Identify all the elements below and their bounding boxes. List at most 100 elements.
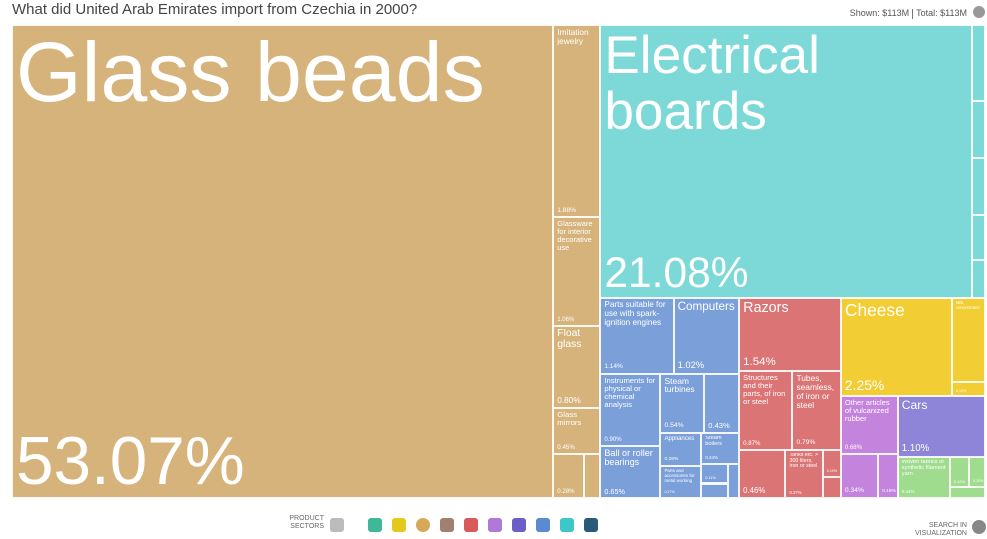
sector: Glass beads 53.07% Imitation jewelry 1.88% G…: [12, 25, 601, 498]
tile: Instruments for physical or chemical ana…: [600, 373, 661, 446]
tile-value: 0.10%: [826, 469, 838, 474]
tile: [972, 157, 985, 215]
search-button[interactable]: [972, 520, 986, 534]
tile-label: Glass mirrors: [557, 410, 582, 428]
tile-label: Tubes, seamless, of iron or steel: [796, 374, 835, 410]
tile-value: 1.54%: [743, 355, 776, 368]
tile-value: 1.06%: [557, 317, 575, 323]
tile-value: 0.65%: [604, 486, 625, 496]
info-button[interactable]: [973, 6, 985, 18]
tile: Glass mirrors 0.45%: [553, 407, 601, 454]
tile-value: 1.88%: [557, 206, 577, 214]
tile-value: 0.46%: [743, 486, 766, 496]
tile-label: Appliances: [664, 436, 695, 442]
tile-value: 0.18%: [882, 489, 897, 495]
tile-value: 0.34%: [844, 487, 865, 495]
tile: Glassware for interior decorative use 1.0…: [553, 217, 601, 326]
sector: Cars 1.10%: [897, 396, 985, 458]
icon-transport[interactable]: [512, 518, 526, 532]
tile-label: Imitation jewelry: [557, 28, 589, 46]
tile: Computers 1.02%: [673, 298, 740, 374]
tile-value: 0.10%: [955, 388, 967, 393]
tile: Structures and their parts, of iron or s…: [739, 371, 793, 451]
tile-value: 0.24%: [705, 455, 719, 461]
tile: 0.28%: [553, 453, 584, 498]
tile: Glass beads 53.07%: [12, 25, 554, 498]
tile: [701, 483, 728, 498]
tile-label: Parts suitable for use with spark-igniti…: [604, 301, 666, 327]
tile-value: 0.79%: [796, 439, 816, 447]
tile: 0.11%: [701, 463, 728, 484]
treemap: Glass beads 53.07% Imitation jewelry 1.88% G…: [12, 25, 985, 498]
tile-value: 0.43%: [708, 421, 730, 431]
tile-label: Steam boilers: [705, 436, 722, 447]
icon-minerals[interactable]: [440, 518, 454, 532]
tile-value: 1.02%: [677, 360, 705, 371]
icon-electronics[interactable]: [560, 518, 574, 532]
tile-label: Woven fabrics of synthetic filament yarn: [901, 460, 946, 477]
tile: [727, 463, 740, 498]
icon-all[interactable]: [330, 518, 344, 532]
icon-textiles[interactable]: [368, 518, 382, 532]
tile-label: Float glass: [557, 329, 582, 350]
tile-value: 0.37%: [789, 489, 802, 495]
total-value: Total: $113M: [916, 8, 967, 18]
tile-value: 53.07%: [16, 423, 245, 498]
tile-label: Glassware for interior decorative use: [557, 220, 593, 252]
tile: Appliances 0.28%: [660, 433, 702, 467]
tile: Imitation jewelry 1.88%: [553, 25, 601, 218]
tile-value: 21.08%: [604, 249, 749, 297]
tile-label: Cars: [901, 399, 928, 412]
tile-value: 0.68%: [844, 444, 862, 451]
tile-value: 0.28%: [664, 457, 679, 463]
tile-value: 0.11%: [705, 475, 716, 480]
tile-label: Structures and their parts, of iron or s…: [743, 374, 786, 407]
tile: 0.18%: [878, 453, 898, 498]
tile: Cars 1.10%: [897, 396, 985, 458]
tile-label: Ball or roller bearings: [604, 448, 653, 468]
tile-label: Electrical boards: [604, 28, 820, 140]
tile: 0.10%: [822, 450, 841, 477]
tile: Cheese 2.25%: [840, 298, 952, 397]
tile-value: 0.12%: [953, 479, 965, 485]
tile-label: Milk, concentrated: [955, 301, 980, 310]
shown-value: Shown: $113M: [849, 8, 910, 18]
icon-metals[interactable]: [464, 518, 478, 532]
tile: Woven fabrics of synthetic filament yarn…: [897, 457, 950, 498]
tile: Ball or roller bearings 0.65%: [600, 445, 661, 498]
icon-other[interactable]: [584, 518, 598, 532]
tile-label: Tanks etc. > 300 liters, iron or steel: [789, 453, 819, 470]
tile: 0.10%: [968, 457, 985, 488]
tile: 0.34%: [840, 453, 879, 498]
tile: Float glass 0.80%: [553, 326, 601, 408]
tile-label: Cheese: [844, 301, 905, 320]
tile: Parts and accessories for metal working 0…: [660, 466, 702, 498]
tile: [972, 214, 985, 261]
tile-value: 0.80%: [557, 395, 581, 405]
tile: Steam turbines 0.54%: [660, 373, 705, 433]
tile: 0.46%: [739, 450, 786, 498]
sector: Other articles of vulcanized rubber 0.68%…: [840, 396, 898, 498]
tile: Milk, concentrated: [951, 298, 985, 382]
icon-chemicals[interactable]: [488, 518, 502, 532]
tile-value: 0.54%: [664, 422, 684, 430]
sector: Parts suitable for use with spark-igniti…: [600, 298, 740, 498]
icon-stone[interactable]: [416, 518, 430, 532]
tile: Parts suitable for use with spark-igniti…: [600, 298, 674, 374]
sector: Woven fabrics of synthetic filament yarn…: [897, 457, 985, 498]
separator: [912, 8, 914, 19]
sector: Razors 1.54% Structures and their parts, o…: [739, 298, 841, 498]
icon-machinery[interactable]: [536, 518, 550, 532]
tile: Steam boilers 0.24%: [701, 433, 740, 464]
tile: [583, 453, 601, 498]
tile-label: Computers: [677, 301, 735, 314]
sector: Electrical boards 21.08%: [600, 25, 985, 299]
tile-label: Other articles of vulcanized rubber: [844, 399, 890, 423]
tile-label: Glass beads: [16, 28, 485, 117]
tile-value: 0.45%: [557, 443, 575, 451]
tile-value: 2.25%: [844, 377, 885, 394]
tile-value: 1.10%: [901, 443, 930, 455]
tile-value: 1.14%: [604, 363, 623, 370]
tile-value: 0.28%: [557, 487, 575, 495]
icon-food[interactable]: [392, 518, 406, 532]
